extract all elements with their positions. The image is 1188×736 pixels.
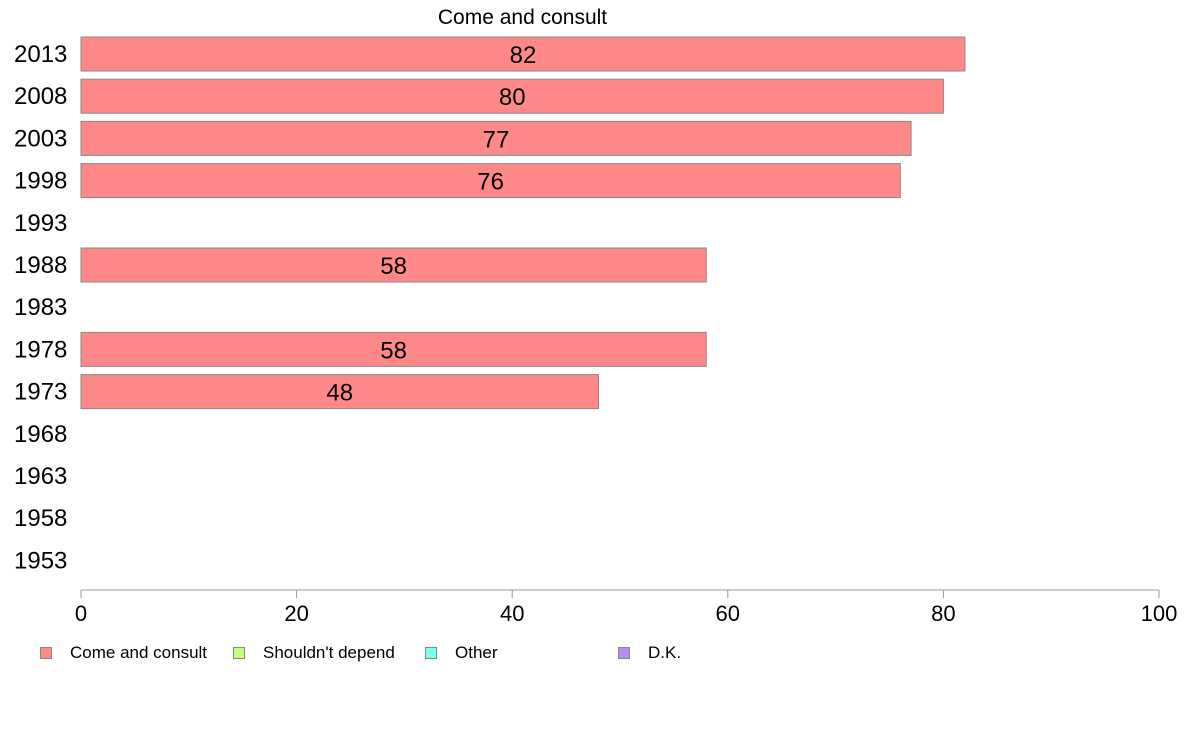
x-tick-label: 20 bbox=[284, 601, 308, 626]
bar bbox=[80, 163, 901, 199]
legend-swatch bbox=[40, 647, 52, 659]
legend-label: Shouldn't depend bbox=[263, 643, 395, 662]
bar bbox=[80, 120, 912, 156]
legend-label: Come and consult bbox=[70, 643, 208, 662]
bar bbox=[80, 78, 944, 114]
legend-swatch bbox=[618, 647, 630, 659]
y-tick-label: 2003 bbox=[14, 125, 67, 152]
y-tick-label: 1958 bbox=[14, 505, 67, 532]
y-tick-label: 1973 bbox=[14, 379, 67, 406]
data-label: 48 bbox=[326, 380, 353, 407]
bar-chart: 82 80 77 76 58 58 48 2013 2008 2003 1998 1993 1988 1… bbox=[14, 36, 1178, 626]
x-tick-label: 40 bbox=[500, 601, 524, 626]
y-tick-label: 2013 bbox=[14, 41, 67, 68]
legend-item-dk: D.K. bbox=[618, 643, 681, 663]
bar bbox=[80, 247, 707, 283]
y-tick-label: 1953 bbox=[14, 547, 67, 574]
data-label: 58 bbox=[380, 253, 407, 280]
y-tick-label: 1988 bbox=[14, 252, 67, 279]
y-axis-labels: 2013 2008 2003 1998 1993 1988 1983 1978 1973 1968… bbox=[14, 41, 67, 574]
legend-label: Other bbox=[455, 643, 498, 662]
x-tick-label: 0 bbox=[75, 601, 87, 626]
x-tick-label: 100 bbox=[1141, 601, 1178, 626]
data-label: 82 bbox=[510, 42, 537, 69]
legend-swatch bbox=[233, 647, 245, 659]
bar bbox=[80, 36, 966, 72]
x-tick-label: 80 bbox=[931, 601, 955, 626]
y-tick-label: 1978 bbox=[14, 336, 67, 363]
y-tick-label: 1993 bbox=[14, 210, 67, 237]
legend-item-come-and-consult: Come and consult bbox=[40, 643, 207, 663]
legend-item-other: Other bbox=[425, 643, 498, 663]
y-tick-label: 2008 bbox=[14, 83, 67, 110]
y-tick-label: 1983 bbox=[14, 294, 67, 321]
y-tick-label: 1963 bbox=[14, 463, 67, 490]
bar bbox=[80, 331, 707, 367]
x-axis: 0 20 40 60 80 100 bbox=[75, 589, 1178, 626]
data-label: 77 bbox=[483, 126, 510, 153]
legend-swatch bbox=[425, 647, 437, 659]
legend-item-shouldnt-depend: Shouldn't depend bbox=[233, 643, 395, 663]
legend-label: D.K. bbox=[648, 643, 682, 662]
data-label: 76 bbox=[477, 169, 504, 196]
bars-layer: 82 80 77 76 58 58 48 bbox=[80, 36, 966, 410]
data-label: 80 bbox=[499, 84, 526, 111]
data-label: 58 bbox=[380, 337, 407, 364]
x-tick-label: 60 bbox=[716, 601, 740, 626]
chart-title: Come and consult bbox=[437, 6, 608, 29]
bar bbox=[80, 374, 599, 410]
y-tick-label: 1998 bbox=[14, 168, 67, 195]
y-tick-label: 1968 bbox=[14, 421, 67, 448]
